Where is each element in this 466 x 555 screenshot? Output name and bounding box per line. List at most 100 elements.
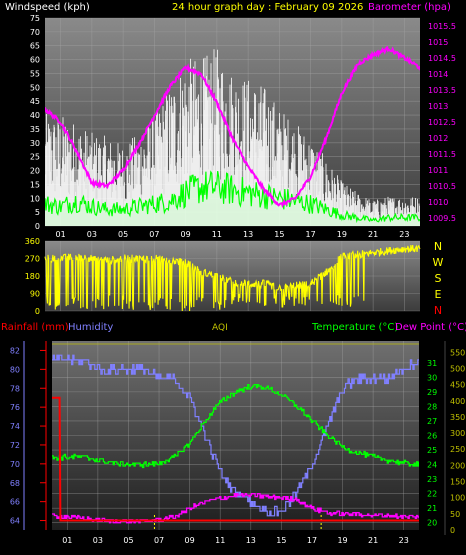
temperature-tick-label: 27	[427, 417, 437, 426]
direction-ticks: 0 90 180 270 360	[25, 237, 40, 316]
temperature-tick-label: 25	[427, 446, 437, 455]
temperature-hour-label: 19	[337, 536, 347, 545]
windspeed-axis-title: Windspeed (kph)	[5, 2, 90, 13]
direction-tick-label: 270	[25, 255, 40, 264]
barometer-tick-label: 1011	[428, 166, 448, 175]
temperature-hour-label: 11	[215, 536, 225, 545]
windspeed-tick-label: 45	[30, 97, 40, 106]
barometer-line	[45, 45, 420, 209]
wind-hour-label: 03	[87, 230, 97, 239]
windspeed-tick-label: 10	[30, 194, 40, 203]
temperature-plot-grid	[52, 341, 419, 530]
windspeed-tick-label: 30	[30, 139, 40, 148]
windspeed-tick-label: 65	[30, 42, 40, 51]
temperature-hour-label: 01	[62, 536, 72, 545]
windspeed-tick-label: 60	[30, 56, 40, 65]
windspeed-tick-label: 5	[35, 208, 40, 217]
humidity-line	[52, 354, 419, 517]
barometer-tick-label: 1012	[428, 134, 448, 143]
wind-hour-label: 21	[368, 230, 378, 239]
wind-direction-series	[44, 244, 421, 312]
barometer-axis-title: Barometer (hpa)	[368, 2, 451, 13]
barometer-tick-label: 1010.5	[428, 182, 456, 191]
windspeed-tick-label: 40	[30, 111, 40, 120]
windspeed-tick-label: 50	[30, 83, 40, 92]
humidity-tick-label: 78	[10, 384, 20, 393]
temperature-hour-label: 13	[246, 536, 256, 545]
aqi-tick-label: 350	[450, 413, 465, 422]
barometer-tick-label: 1014	[428, 70, 448, 79]
aqi-tick-label: 300	[450, 429, 465, 438]
barometer-tick-label: 1015.5	[428, 22, 456, 31]
direction-line	[44, 244, 421, 312]
humidity-tick-label: 68	[10, 479, 20, 488]
rainfall-line	[52, 396, 419, 522]
temperature-hour-label: 17	[307, 536, 317, 545]
temperature-hour-label: 09	[185, 536, 195, 545]
windspeed-tick-label: 25	[30, 153, 40, 162]
compass-n-top: N	[434, 240, 442, 253]
aqi-tick-label: 550	[450, 348, 465, 357]
wind-hour-label: 15	[274, 230, 284, 239]
aqi-tick-label: 0	[450, 526, 455, 535]
wind-hour-label: 01	[56, 230, 66, 239]
windspeed-ticks: 0 5 10 15 20 25 30 35 40 45 50 55 60 65 70 75	[30, 14, 40, 231]
wind-hour-label: 17	[306, 230, 316, 239]
temperature-hour-label: 03	[93, 536, 103, 545]
dewpoint-axis-title: Dew Point (°C)	[395, 322, 466, 333]
barometer-series	[45, 45, 420, 209]
temperature-hour-label: 15	[276, 536, 286, 545]
temperature-tick-label: 21	[427, 504, 437, 513]
windspeed-tick-label: 20	[30, 167, 40, 176]
humidity-tick-label: 80	[10, 365, 20, 374]
direction-tick-label: 180	[25, 272, 40, 281]
windspeed-tick-label: 70	[30, 28, 40, 37]
temperature-tick-label: 29	[427, 388, 437, 397]
aqi-tick-label: 150	[450, 478, 465, 487]
wind-hour-label: 05	[118, 230, 128, 239]
temperature-tick-label: 30	[427, 373, 437, 382]
humidity-tick-label: 76	[10, 403, 20, 412]
wind-hour-label: 23	[399, 230, 409, 239]
direction-tick-label: 90	[30, 290, 40, 299]
humidity-tick-label: 70	[10, 460, 20, 469]
windspeed-tick-label: 55	[30, 69, 40, 78]
direction-tick-label: 0	[35, 307, 40, 316]
temperature-tick-label: 22	[427, 490, 437, 499]
temperature-line	[52, 384, 419, 469]
windspeed-fill	[45, 171, 420, 226]
humidity-tick-label: 82	[10, 346, 20, 355]
compass-s: S	[435, 272, 442, 285]
aqi-tick-label: 250	[450, 445, 465, 454]
barometer-tick-label: 1009.5	[428, 214, 456, 223]
wind-hour-label: 19	[337, 230, 347, 239]
aqi-ticks: 0 50 100 150 200 250 300 350 400 450 500 550	[450, 348, 465, 535]
aqi-tick-label: 100	[450, 494, 465, 503]
temperature-hour-label: 21	[368, 536, 378, 545]
wind-hour-label: 09	[181, 230, 191, 239]
temperature-tick-label: 28	[427, 402, 437, 411]
windspeed-series	[45, 170, 420, 226]
temperature-ticks: 20 21 22 23 24 25 26 27 28 29 30 31	[427, 359, 437, 528]
temperature-hour-label: 23	[399, 536, 409, 545]
aqi-tick-label: 400	[450, 397, 465, 406]
barometer-tick-label: 1015	[428, 38, 448, 47]
humidity-tick-label: 74	[10, 422, 20, 431]
aqi-tick-label: 200	[450, 461, 465, 470]
temperature-tick-label: 31	[427, 359, 437, 368]
humidity-tick-label: 66	[10, 498, 20, 507]
barometer-tick-label: 1011.5	[428, 150, 456, 159]
temperature-humidity-series	[52, 354, 419, 524]
wind-hour-label: 11	[212, 230, 222, 239]
temperature-hour-label: 05	[123, 536, 133, 545]
windspeed-tick-label: 75	[30, 14, 40, 23]
temperature-tick-label: 20	[427, 519, 437, 528]
aqi-tick-label: 50	[450, 510, 460, 519]
aqi-axis-title: AQI	[212, 323, 228, 333]
barometer-ticks: 1009.5 1010 1010.5 1011 1011.5 1012 1012.5 1013…	[428, 22, 456, 223]
compass-n-bottom: N	[434, 304, 442, 317]
direction-tick-label: 360	[25, 237, 40, 246]
windspeed-line	[45, 170, 420, 224]
windspeed-tick-label: 15	[30, 180, 40, 189]
